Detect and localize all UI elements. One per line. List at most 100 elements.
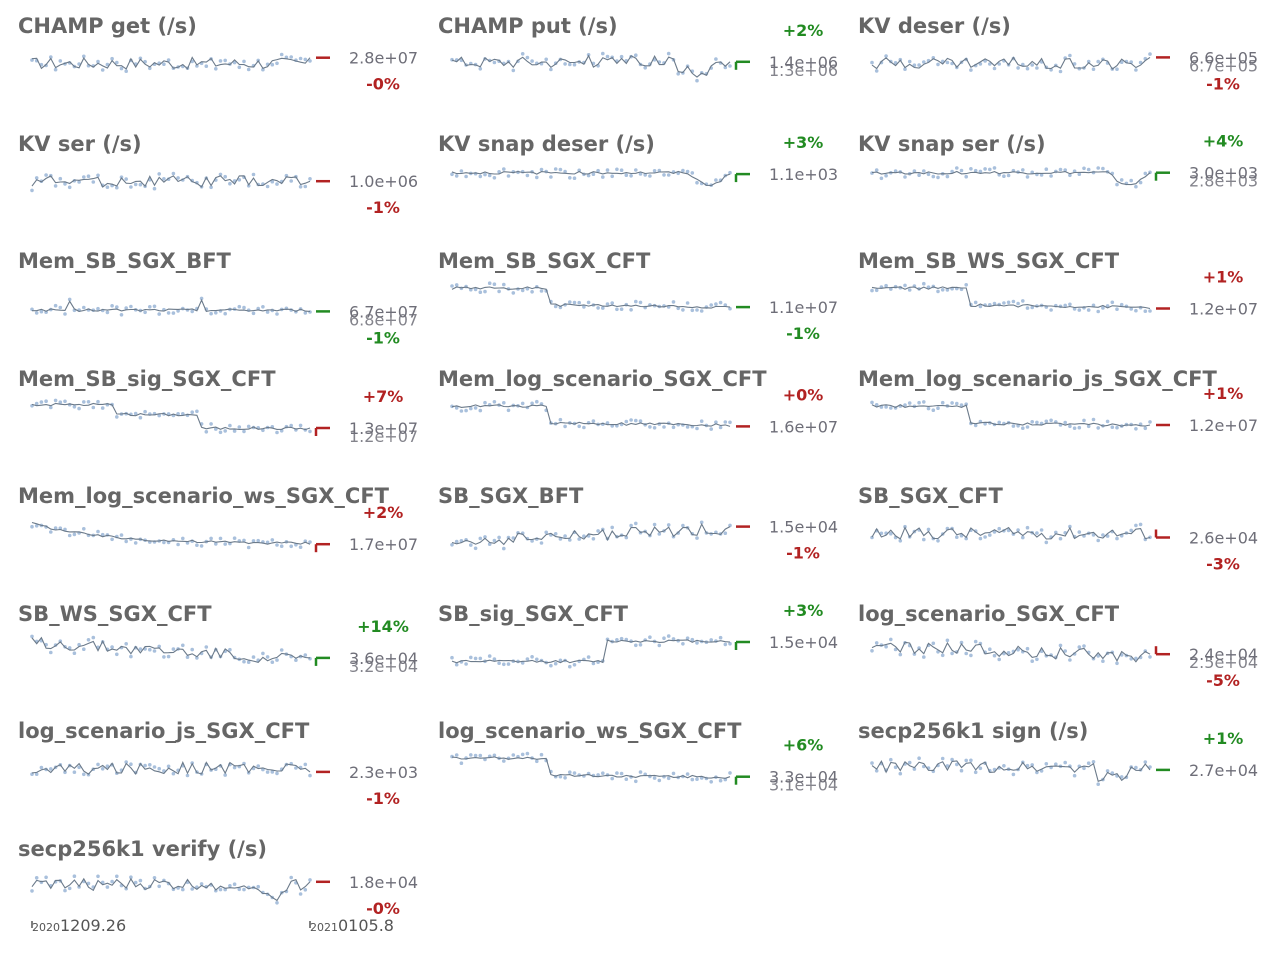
- sample-point: [1002, 173, 1006, 178]
- sample-point: [917, 756, 921, 760]
- sample-point: [964, 758, 968, 763]
- sample-point: [950, 651, 954, 655]
- sample-point: [1148, 654, 1152, 659]
- sample-point: [497, 660, 501, 665]
- sample-point: [96, 59, 100, 64]
- sample-point: [870, 761, 874, 765]
- sample-point: [303, 762, 308, 767]
- sample-point: [133, 411, 138, 415]
- sample-point: [49, 767, 53, 771]
- sample-point: [525, 55, 530, 60]
- delta-label: -3%: [1206, 555, 1240, 574]
- sparkline-svg: 2.3e+03 -1%: [30, 760, 418, 808]
- current-value: 1.1e+03: [769, 165, 838, 184]
- sample-point: [1025, 174, 1030, 179]
- x-axis-start-date: 1209.26: [60, 916, 127, 935]
- sparkline-svg: 1.1e+03 +3%: [450, 133, 838, 187]
- sample-point: [997, 62, 1001, 66]
- sample-point: [96, 399, 100, 403]
- sample-point: [596, 529, 600, 533]
- sample-point: [676, 531, 680, 535]
- sample-point: [610, 174, 614, 178]
- sample-point: [214, 542, 218, 546]
- sample-point: [978, 169, 983, 173]
- sample-point: [1077, 530, 1082, 534]
- sample-point: [558, 774, 563, 779]
- sample-point: [242, 429, 246, 433]
- delta-label: -0%: [366, 898, 400, 917]
- sample-point: [1086, 424, 1091, 428]
- sample-point: [483, 400, 487, 404]
- sparkline-svg: 1.2e+07 +1%: [870, 384, 1258, 435]
- sample-point: [922, 60, 926, 64]
- sample-point: [105, 184, 110, 189]
- sample-point: [525, 751, 530, 756]
- sparkline-panel: CHAMP get (/s) 2.8e+07 -0%: [0, 0, 420, 117]
- sample-point: [124, 641, 128, 646]
- delta-label: +1%: [1203, 384, 1244, 403]
- sample-point: [124, 539, 128, 544]
- sample-point: [478, 67, 483, 71]
- sample-point: [535, 759, 539, 764]
- sample-point: [63, 770, 67, 775]
- sample-point: [530, 539, 534, 543]
- sparkline-panel: KV deser (/s) 6.6e+05 6.7e+05 -1%: [840, 0, 1260, 117]
- sample-point: [270, 770, 275, 774]
- sample-point: [1148, 309, 1152, 313]
- sample-point: [1115, 182, 1119, 186]
- sample-point: [265, 540, 270, 545]
- sample-point: [1134, 765, 1138, 770]
- sample-point: [1096, 309, 1100, 314]
- sample-point: [959, 640, 964, 644]
- sample-point: [176, 411, 180, 416]
- sample-point: [190, 886, 194, 891]
- panel-title: SB_SGX_BFT: [438, 484, 584, 508]
- sample-point: [298, 184, 303, 189]
- sample-point: [884, 404, 888, 409]
- sample-point: [596, 168, 600, 172]
- sample-point: [917, 172, 921, 177]
- sample-point: [63, 181, 67, 186]
- sample-point: [1134, 523, 1138, 528]
- sample-point: [638, 418, 643, 423]
- sparkline-svg: 1.5e+04 +3%: [450, 601, 838, 668]
- sample-point: [166, 764, 171, 769]
- current-value: 2.4e+04: [1189, 645, 1258, 664]
- sample-point: [629, 417, 633, 422]
- sample-point: [511, 536, 516, 540]
- current-value: 1.8e+04: [349, 872, 418, 891]
- sample-point: [242, 659, 246, 663]
- sample-point: [110, 879, 114, 883]
- sample-point: [988, 167, 992, 171]
- sample-point: [261, 428, 265, 432]
- sample-point: [204, 429, 209, 434]
- sample-point: [138, 182, 143, 186]
- sample-point: [199, 296, 204, 301]
- sample-point: [629, 173, 633, 178]
- delta-label: +6%: [783, 736, 824, 755]
- sample-point: [601, 306, 605, 310]
- sample-point: [502, 662, 506, 666]
- sample-point: [728, 420, 732, 424]
- sample-point: [1119, 302, 1124, 307]
- sample-point: [945, 60, 950, 65]
- sample-point: [30, 188, 34, 192]
- sample-point: [223, 58, 227, 63]
- sample-point: [535, 399, 539, 403]
- sample-point: [303, 311, 308, 315]
- panel-title: CHAMP put (/s): [438, 14, 618, 38]
- sample-point: [1011, 299, 1016, 304]
- sample-point: [936, 62, 940, 67]
- current-value: 1.2e+07: [1189, 416, 1258, 435]
- sample-point: [652, 168, 657, 173]
- sample-point: [992, 165, 997, 170]
- sample-point: [969, 68, 973, 72]
- panel-title: KV deser (/s): [858, 14, 1011, 38]
- panel-title: Mem_SB_sig_SGX_CFT: [18, 366, 276, 391]
- delta-label: -5%: [1206, 671, 1240, 690]
- trend-line: [871, 641, 1151, 663]
- sample-point: [506, 661, 511, 666]
- sample-point: [124, 760, 128, 764]
- sample-point: [115, 414, 119, 419]
- sample-point: [695, 426, 699, 430]
